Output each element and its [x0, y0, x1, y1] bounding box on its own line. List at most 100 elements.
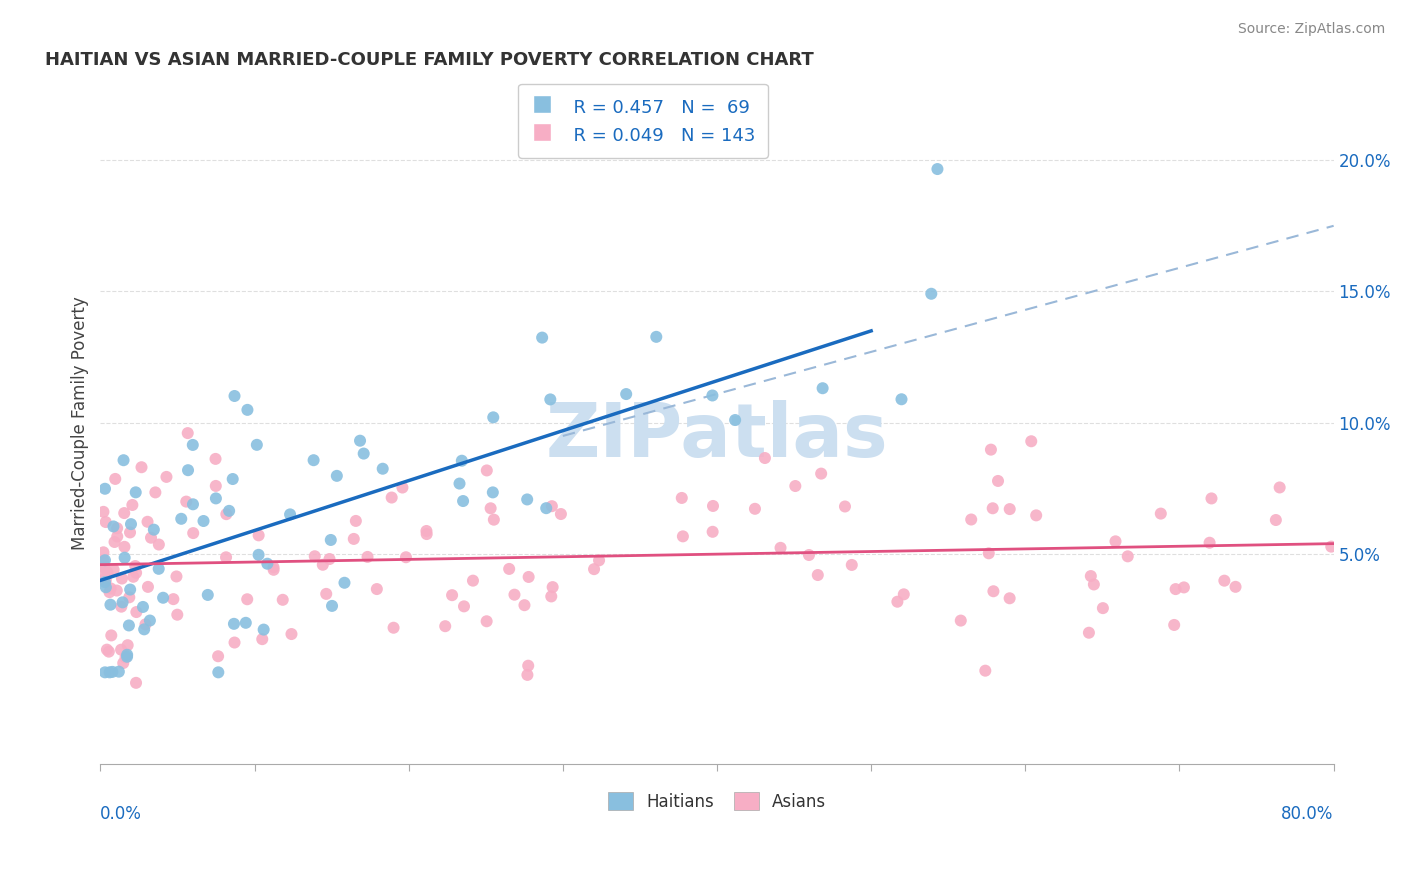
Point — [114, 540, 136, 554]
Point — [247, 528, 270, 542]
Point — [754, 450, 776, 465]
Point — [224, 635, 246, 649]
Point — [998, 502, 1021, 516]
Point — [583, 562, 606, 576]
Point — [280, 627, 302, 641]
Point — [321, 599, 343, 613]
Point — [103, 563, 125, 577]
Point — [482, 485, 505, 500]
Point — [94, 580, 117, 594]
Point — [541, 580, 564, 594]
Point — [165, 569, 187, 583]
Point — [204, 451, 226, 466]
Point — [100, 582, 122, 596]
Point — [927, 162, 949, 177]
Point — [193, 514, 215, 528]
Point — [319, 533, 342, 547]
Point — [125, 676, 148, 690]
Point — [356, 549, 378, 564]
Point — [101, 665, 124, 679]
Point — [94, 515, 117, 529]
Point — [1213, 574, 1236, 588]
Point — [132, 599, 155, 614]
Point — [122, 570, 145, 584]
Point — [252, 632, 274, 647]
Point — [333, 575, 356, 590]
Point — [131, 460, 153, 475]
Point — [1077, 625, 1099, 640]
Point — [134, 617, 156, 632]
Point — [134, 623, 156, 637]
Point — [139, 531, 162, 545]
Point — [114, 550, 136, 565]
Point — [205, 491, 228, 506]
Point — [517, 658, 540, 673]
Point — [960, 512, 983, 526]
Point — [540, 590, 562, 604]
Point — [441, 588, 464, 602]
Point — [1083, 577, 1105, 591]
Point — [166, 607, 188, 622]
Point — [785, 479, 807, 493]
Point — [94, 573, 117, 587]
Point — [531, 330, 554, 344]
Point — [207, 665, 229, 680]
Point — [174, 494, 197, 508]
Point — [1225, 580, 1247, 594]
Point — [110, 599, 132, 614]
Point — [353, 446, 375, 460]
Point — [326, 468, 349, 483]
Point — [204, 479, 226, 493]
Point — [449, 476, 471, 491]
Text: Source: ZipAtlas.com: Source: ZipAtlas.com — [1237, 22, 1385, 37]
Point — [112, 453, 135, 467]
Point — [118, 525, 141, 540]
Point — [415, 524, 437, 538]
Text: 80.0%: 80.0% — [1281, 805, 1334, 823]
Point — [263, 560, 285, 574]
Point — [453, 599, 475, 614]
Point — [93, 559, 115, 574]
Point — [111, 595, 134, 609]
Point — [181, 526, 204, 541]
Point — [451, 494, 474, 508]
Point — [1164, 582, 1187, 596]
Point — [1025, 508, 1047, 523]
Point — [103, 535, 125, 549]
Legend: Haitians, Asians: Haitians, Asians — [600, 785, 832, 817]
Point — [349, 434, 371, 448]
Point — [724, 413, 747, 427]
Point — [672, 529, 695, 543]
Point — [114, 650, 136, 665]
Point — [1104, 534, 1126, 549]
Point — [807, 568, 830, 582]
Point — [145, 485, 167, 500]
Point — [538, 392, 561, 407]
Point — [1080, 569, 1102, 583]
Point — [434, 619, 457, 633]
Point — [118, 618, 141, 632]
Point — [235, 615, 257, 630]
Point — [980, 442, 1002, 457]
Point — [247, 548, 270, 562]
Point — [920, 286, 942, 301]
Point — [315, 587, 337, 601]
Point — [702, 499, 724, 513]
Point — [197, 588, 219, 602]
Point — [148, 537, 170, 551]
Point — [516, 668, 538, 682]
Point — [841, 558, 863, 572]
Point — [516, 492, 538, 507]
Point — [93, 566, 115, 581]
Point — [103, 519, 125, 533]
Point — [218, 504, 240, 518]
Point — [391, 481, 413, 495]
Point — [117, 638, 139, 652]
Point — [236, 402, 259, 417]
Point — [503, 588, 526, 602]
Point — [170, 512, 193, 526]
Point — [1163, 618, 1185, 632]
Point — [148, 562, 170, 576]
Point — [136, 580, 159, 594]
Point — [263, 563, 285, 577]
